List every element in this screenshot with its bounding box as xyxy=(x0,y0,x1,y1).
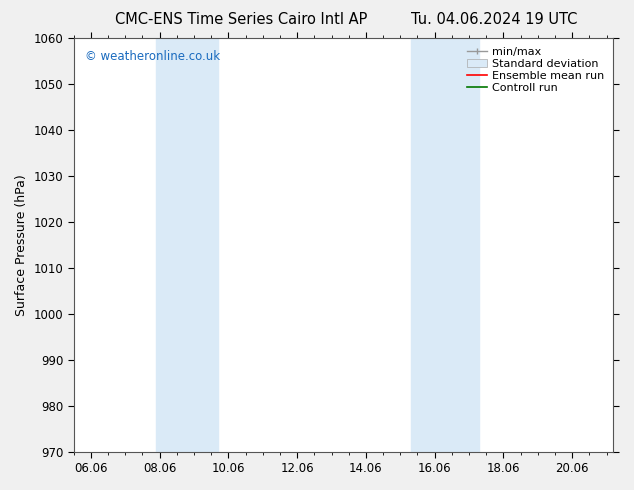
Bar xyxy=(156,38,218,452)
Text: © weatheronline.co.uk: © weatheronline.co.uk xyxy=(84,50,219,63)
Bar xyxy=(411,38,479,452)
Legend: min/max, Standard deviation, Ensemble mean run, Controll run: min/max, Standard deviation, Ensemble me… xyxy=(463,43,608,97)
Text: CMC-ENS Time Series Cairo Intl AP: CMC-ENS Time Series Cairo Intl AP xyxy=(115,12,367,27)
Y-axis label: Surface Pressure (hPa): Surface Pressure (hPa) xyxy=(15,174,28,316)
Text: Tu. 04.06.2024 19 UTC: Tu. 04.06.2024 19 UTC xyxy=(411,12,578,27)
